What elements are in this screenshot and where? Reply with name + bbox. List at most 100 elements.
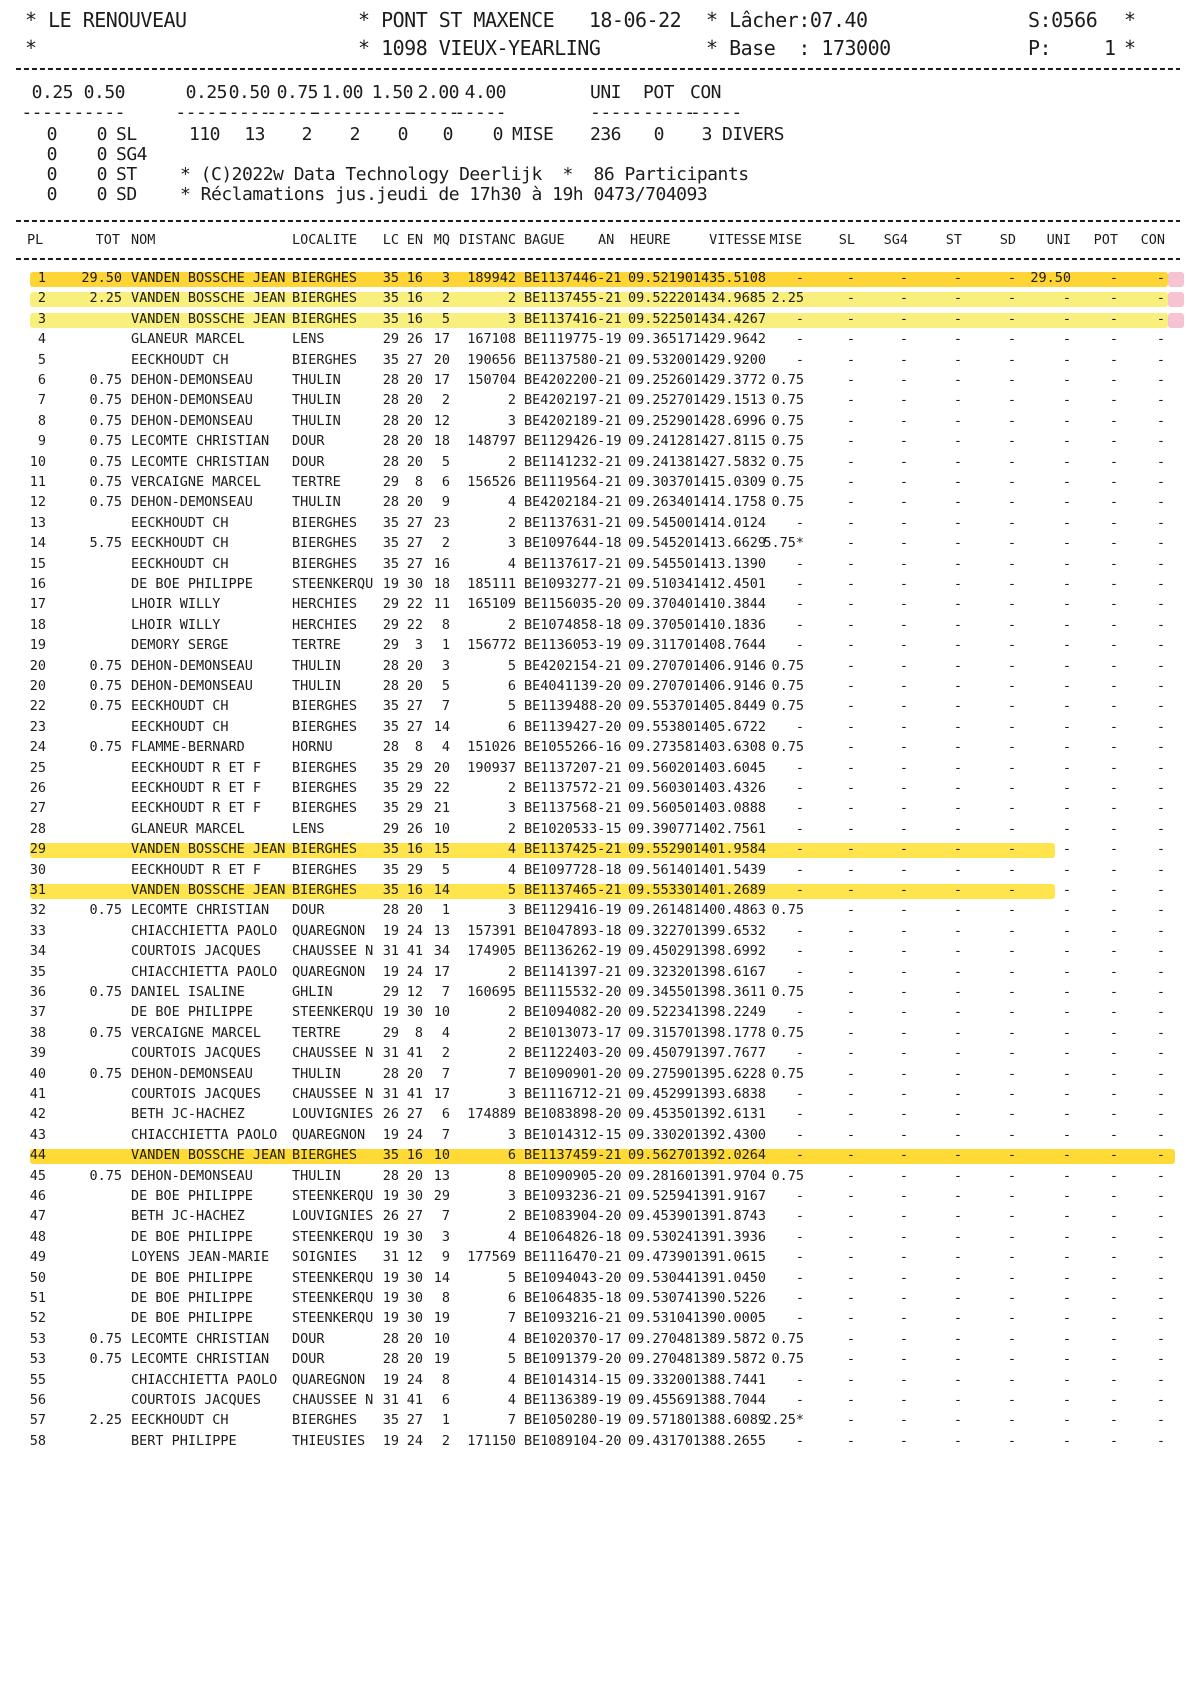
cell-st: - (953, 1392, 962, 1408)
cell-mise: - (795, 1106, 804, 1123)
cell-lc: 29 (382, 637, 399, 654)
cell-lc: 28 (382, 1167, 399, 1184)
cell-lc: 35 (382, 882, 399, 898)
cell-nom: BETH JC-HACHEZ (131, 1106, 245, 1123)
cell-localite: THULIN (292, 1065, 341, 1082)
cell-sl: - (846, 841, 855, 858)
table-row: 12 0.75 DEHON-DEMONSEAU THULIN 28 20 9 4 BE42021… (0, 494, 1190, 515)
cell-nom: DE BOE PHILIPPE (131, 576, 253, 592)
cell-lc: 26 (382, 1208, 399, 1225)
cell-uni: - (1062, 1004, 1071, 1021)
cell-lc: 35 (382, 718, 399, 735)
cell-vitesse: 1403.4326 (692, 780, 766, 796)
cell-mq: 20 (433, 759, 450, 776)
cell-con: - (1156, 576, 1165, 592)
cell-mq: 7 (441, 984, 450, 1000)
cell-localite: SOIGNIES (292, 1249, 358, 1266)
dash-rule: ----- (690, 102, 742, 123)
cell-pl: 8 (37, 412, 46, 429)
cell-uni: - (1062, 1412, 1071, 1429)
cell-uni: - (1062, 1024, 1071, 1041)
cell-con: - (1156, 984, 1165, 1000)
cell-heure: 09.27358 (628, 739, 694, 756)
cell-sg4: - (899, 392, 908, 409)
cell-nom: LECOMTE CHRISTIAN (131, 902, 270, 919)
cell-vitesse: 1390.0005 (692, 1310, 766, 1327)
table-row: 16 DE BOE PHILIPPE STEENKERQU 19 30 18 185111 B… (0, 576, 1190, 597)
cell-heure: 09.57180 (628, 1412, 694, 1429)
cell-sg4: - (899, 270, 908, 286)
cell-mq: 23 (433, 514, 450, 531)
cell-pot: - (1109, 1188, 1118, 1204)
dash-rule: ----- (218, 102, 270, 123)
cell-pot: - (1109, 1208, 1118, 1225)
cell-heure: 09.34550 (628, 984, 694, 1000)
cell-sl: - (846, 718, 855, 735)
cell-mq: 17 (433, 963, 450, 980)
cell-sd: - (1007, 514, 1016, 531)
cell-localite: THULIN (292, 678, 341, 694)
cell-localite: TERTRE (292, 637, 341, 654)
cell-vitesse: 1435.5108 (692, 270, 766, 286)
cell-tot: 0.75 (89, 372, 122, 388)
separator-line (16, 68, 1180, 70)
cell-mq: 9 (441, 1249, 450, 1266)
highlight-bar (30, 292, 1168, 308)
cell-sd: - (1007, 800, 1016, 817)
cell-distanc: 7 (507, 1065, 516, 1082)
cell-sl: - (846, 1106, 855, 1123)
cell-pot: - (1109, 372, 1118, 388)
cell-uni: - (1062, 963, 1071, 980)
cell-lc: 19 (382, 1126, 399, 1143)
cell-heure: 09.53104 (628, 1310, 694, 1327)
cell-pot: - (1109, 494, 1118, 511)
cell-vitesse: 1389.5872 (692, 1330, 766, 1347)
highlight-bar (1168, 292, 1184, 308)
cell-mq: 17 (433, 1086, 450, 1102)
cell-heure: 09.45350 (628, 1106, 694, 1123)
cell-nom: DE BOE PHILIPPE (131, 1228, 253, 1245)
cell-tot: 0.75 (89, 902, 122, 919)
cell-lc: 28 (382, 1351, 399, 1368)
cell-st: - (953, 841, 962, 858)
pool-label: POT (643, 82, 675, 103)
cell-lc: 28 (382, 392, 399, 409)
cell-mq: 18 (433, 433, 450, 450)
cell-st: - (953, 1167, 962, 1184)
cell-pot: - (1109, 351, 1118, 368)
cell-bague: BE1156035-20 (524, 596, 622, 613)
cell-lc: 28 (382, 372, 399, 388)
cell-localite: HERCHIES (292, 616, 358, 633)
cell-en: 24 (406, 1371, 423, 1388)
cell-pot: - (1109, 922, 1118, 939)
cell-localite: QUAREGNON (292, 1126, 366, 1143)
cell-lc: 26 (382, 1106, 399, 1123)
cell-mq: 19 (433, 1310, 450, 1327)
cell-sd: - (1007, 1126, 1016, 1143)
cell-nom: DANIEL ISALINE (131, 984, 245, 1000)
cell-vitesse: 1408.7644 (692, 637, 766, 654)
cell-pot: - (1109, 718, 1118, 735)
cell-sg4: - (899, 1310, 908, 1327)
table-row: 51 DE BOE PHILIPPE STEENKERQU 19 30 8 6 BE10648… (0, 1290, 1190, 1311)
cell-mq: 4 (441, 739, 450, 756)
cell-con: - (1156, 861, 1165, 878)
cell-pl: 28 (29, 820, 46, 837)
cell-sg4: - (899, 1269, 908, 1286)
cell-sg4: - (899, 1249, 908, 1266)
cell-mq: 11 (433, 596, 450, 613)
star-mark: * (1124, 36, 1136, 60)
cell-sl: - (846, 882, 855, 898)
cell-uni: - (1062, 514, 1071, 531)
cell-nom: DEHON-DEMONSEAU (131, 678, 253, 694)
cell-mq: 8 (441, 1290, 450, 1306)
cell-en: 20 (406, 453, 423, 470)
cell-lc: 29 (382, 474, 399, 490)
cell-mise: - (795, 351, 804, 368)
cell-sd: - (1007, 474, 1016, 490)
cell-heure: 09.27590 (628, 1065, 694, 1082)
cell-nom: COURTOIS JACQUES (131, 1086, 262, 1102)
cell-nom: DEHON-DEMONSEAU (131, 1167, 253, 1184)
cell-lc: 35 (382, 535, 399, 552)
cell-lc: 19 (382, 576, 399, 592)
